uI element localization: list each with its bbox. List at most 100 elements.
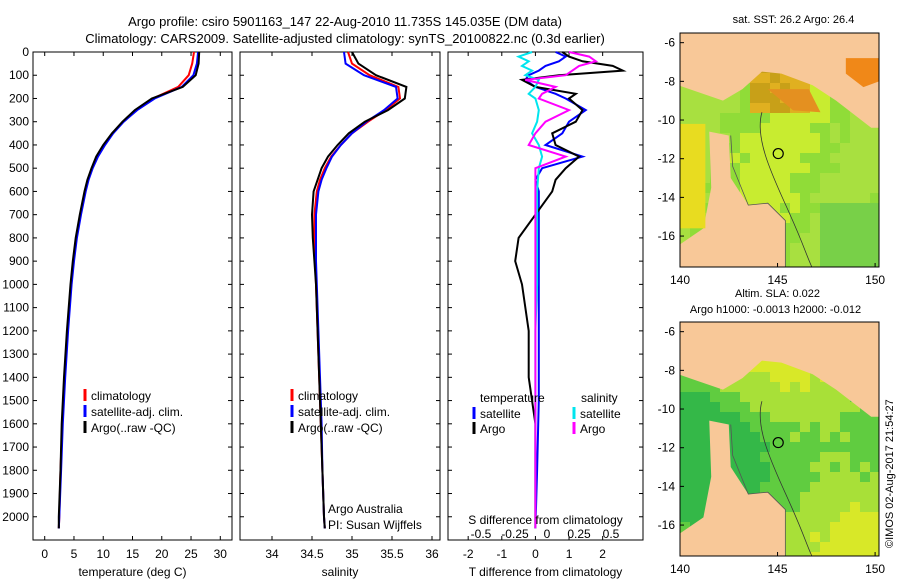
map-cell xyxy=(750,422,760,432)
map-cell xyxy=(870,163,879,173)
series-line-difference-1 xyxy=(514,51,627,529)
map-cell xyxy=(870,512,879,522)
map-cell xyxy=(760,153,770,163)
map-cell xyxy=(820,502,830,512)
map-cell xyxy=(730,173,740,183)
xtick-label-s: -0.5 xyxy=(471,527,492,541)
xtick-label-s: -0.25 xyxy=(501,527,529,541)
map-cell xyxy=(820,243,830,253)
map-cell xyxy=(700,442,710,452)
map-cell xyxy=(800,432,810,442)
imos-stamp: ©IMOS 02-Aug-2017 21:54:27 xyxy=(884,399,896,548)
map-cell xyxy=(830,422,840,432)
map-cell xyxy=(760,193,770,203)
map-frame xyxy=(679,321,880,557)
map-cell xyxy=(750,402,760,412)
map-cell xyxy=(790,183,800,193)
map-cell xyxy=(870,123,879,133)
map-cell xyxy=(780,402,790,412)
map-cell xyxy=(730,432,740,442)
ytick-label: 300 xyxy=(9,115,29,129)
ytick-label: 600 xyxy=(9,184,29,198)
map-cell xyxy=(780,103,790,113)
map-cell xyxy=(860,472,870,482)
map-cell xyxy=(700,93,710,103)
series-line-difference-0 xyxy=(523,51,588,529)
map-cell xyxy=(800,422,810,432)
map-cell xyxy=(810,462,820,472)
map-cell xyxy=(760,123,770,133)
map-cell xyxy=(840,542,850,552)
map-cell xyxy=(820,552,830,556)
map-cell xyxy=(760,482,770,492)
map-cell xyxy=(730,422,740,432)
map-cell xyxy=(690,452,700,462)
ytick-label: 1100 xyxy=(3,301,29,315)
map-title: sat. SST: 26.2 Argo: 26.4 xyxy=(733,14,855,26)
map-cell xyxy=(790,382,800,392)
map-cell xyxy=(850,203,860,213)
ytick-label: 1500 xyxy=(2,394,29,408)
series-line-difference-3 xyxy=(525,51,599,529)
xtick-label: 10 xyxy=(97,547,111,561)
xaxis-label: temperature (deg C) xyxy=(78,565,186,579)
ytick-label: 1900 xyxy=(2,487,29,501)
map-cell xyxy=(810,153,820,163)
depth-contour xyxy=(759,112,813,267)
ytick-label: 2000 xyxy=(2,510,29,524)
map-cell xyxy=(850,233,860,243)
xtick-label: 25 xyxy=(184,547,198,561)
map-cell xyxy=(840,442,850,452)
map-cell xyxy=(780,73,790,83)
map-cell xyxy=(790,462,800,472)
map-cell xyxy=(750,372,760,382)
map-cell xyxy=(740,422,750,432)
map-cell xyxy=(700,502,710,512)
map-cell xyxy=(800,472,810,482)
map-cell xyxy=(740,113,750,123)
map-cell xyxy=(680,492,690,502)
map-cell xyxy=(860,243,870,253)
map-cell xyxy=(750,123,760,133)
map-cell xyxy=(680,372,690,382)
map-cell xyxy=(810,422,820,432)
map-cell xyxy=(750,412,760,422)
map-cell xyxy=(830,243,840,253)
map-cell xyxy=(860,253,870,263)
map-cell xyxy=(820,173,830,183)
map-cell xyxy=(680,113,690,123)
map-ytick-label: -14 xyxy=(658,479,676,493)
map-cell xyxy=(860,223,870,233)
map-cell xyxy=(860,462,870,472)
map-cell xyxy=(770,203,780,213)
xtick-label: 0 xyxy=(532,547,539,561)
map-cell xyxy=(870,552,879,556)
map-cell xyxy=(770,462,780,472)
map-cell xyxy=(830,203,840,213)
map-subtitle: Argo h1000: -0.0013 h2000: -0.012 xyxy=(690,304,861,316)
map-cell xyxy=(800,163,810,173)
map-cell xyxy=(800,193,810,203)
map-cell xyxy=(790,123,800,133)
map-cell xyxy=(720,392,730,402)
map-cell xyxy=(680,462,690,472)
map-cell xyxy=(740,372,750,382)
map-cell xyxy=(870,462,879,472)
map-cell xyxy=(830,542,840,552)
map-cell xyxy=(850,153,860,163)
map-cell xyxy=(850,243,860,253)
map-cell xyxy=(810,442,820,452)
xaxis-label-top: S difference from climatology xyxy=(468,513,623,527)
map-cell xyxy=(840,532,850,542)
legend-label: satellite xyxy=(580,407,621,421)
figure-title-line1: Argo profile: csiro 5901163_147 22-Aug-2… xyxy=(128,14,562,29)
map-cell xyxy=(730,412,740,422)
map-cell xyxy=(760,183,770,193)
map-cell xyxy=(810,113,820,123)
legend-label: climatology xyxy=(91,389,151,403)
map-cell xyxy=(830,432,840,442)
map-cell xyxy=(760,472,770,482)
map-cell xyxy=(780,133,790,143)
map-cell xyxy=(800,522,810,532)
argo-location-marker xyxy=(772,147,784,160)
